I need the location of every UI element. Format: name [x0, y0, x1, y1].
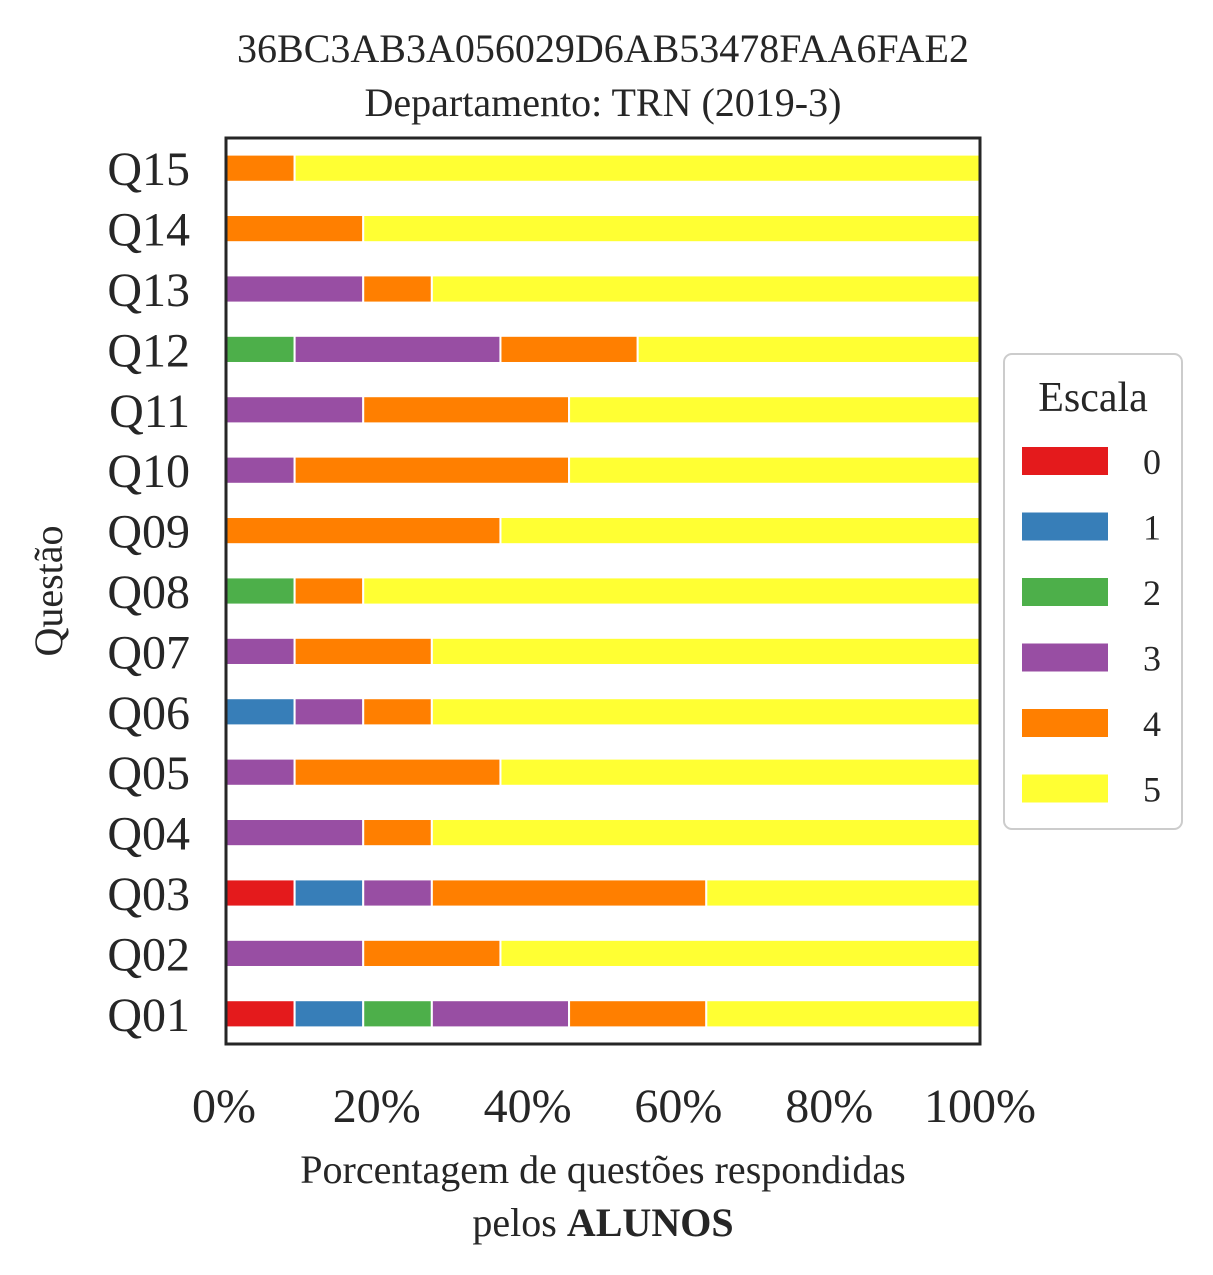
bar-segment-q06-scale-4 — [362, 697, 433, 727]
bar-segment-q12-scale-2 — [225, 334, 296, 364]
bar-segment-q01-scale-5 — [705, 999, 982, 1029]
bar-segment-q01-scale-1 — [293, 999, 365, 1029]
legend-label-3: 3 — [1143, 639, 1161, 679]
legend-label-2: 2 — [1143, 573, 1161, 613]
bar-segment-q02-scale-5 — [499, 938, 981, 968]
bar-segment-q11-scale-4 — [362, 395, 571, 425]
bar-segment-q15-scale-4 — [225, 153, 296, 183]
x-tick-label-0: 0% — [192, 1080, 256, 1133]
bar-segment-q15-scale-5 — [293, 153, 981, 183]
bar-segment-q05-scale-3 — [225, 757, 296, 787]
legend-label-0: 0 — [1143, 442, 1161, 482]
bar-segment-q12-scale-5 — [636, 334, 982, 364]
y-axis-label: Questão — [26, 525, 71, 656]
y-tick-label-q02: Q02 — [107, 928, 190, 981]
legend-items: 0 1 2 3 4 5 — [1022, 442, 1161, 810]
bar-segment-q13-scale-5 — [430, 274, 982, 304]
bar-segment-q06-scale-3 — [293, 697, 365, 727]
y-tick-label-q13: Q13 — [107, 264, 190, 317]
legend-label-5: 5 — [1143, 770, 1161, 810]
y-tick-label-q15: Q15 — [107, 143, 190, 196]
y-tick-label-q03: Q03 — [107, 868, 190, 921]
legend-swatch-0 — [1022, 447, 1108, 475]
plot-frame — [224, 136, 982, 1046]
bar-segment-q04-scale-4 — [362, 818, 433, 848]
bar-segment-q11-scale-5 — [568, 395, 981, 425]
x-axis-label-bold: ALUNOS — [567, 1200, 734, 1245]
y-tick-labels: Q01 Q02 Q03 Q04 Q05 Q06 Q07 Q08 Q09 Q10 Q11 Q12 Q13 Q… — [107, 143, 190, 1042]
x-tick-label-80: 80% — [785, 1080, 873, 1133]
bar-segment-q04-scale-5 — [430, 818, 982, 848]
legend-swatch-5 — [1022, 774, 1108, 803]
bar-segment-q08-scale-5 — [362, 576, 981, 606]
bar-segment-q03-scale-5 — [705, 878, 982, 908]
bar-segment-q01-scale-3 — [430, 999, 571, 1029]
bar-segment-q13-scale-4 — [362, 274, 433, 304]
y-tick-label-q14: Q14 — [107, 204, 190, 257]
bar-segment-q07-scale-3 — [225, 636, 296, 666]
bar-segment-q01-scale-4 — [568, 999, 708, 1029]
bar-segment-q08-scale-2 — [225, 576, 296, 606]
x-tick-label-60: 60% — [634, 1080, 722, 1133]
bar-segment-q14-scale-5 — [362, 214, 981, 244]
bar-segment-q01-scale-0 — [225, 999, 296, 1029]
bar-segment-q03-scale-1 — [293, 878, 365, 908]
legend-label-1: 1 — [1143, 508, 1161, 548]
legend-swatch-3 — [1022, 643, 1108, 672]
bar-segment-q11-scale-3 — [225, 395, 365, 425]
bar-segment-q07-scale-5 — [430, 636, 982, 666]
x-tick-label-40: 40% — [484, 1080, 572, 1133]
x-tick-label-20: 20% — [333, 1080, 421, 1133]
y-tick-label-q05: Q05 — [107, 747, 190, 800]
bar-segment-q12-scale-4 — [499, 334, 639, 364]
bar-segment-q06-scale-5 — [430, 697, 982, 727]
y-tick-label-q06: Q06 — [107, 687, 190, 740]
legend-swatch-1 — [1022, 512, 1108, 541]
bar-segment-q14-scale-4 — [225, 214, 365, 244]
y-tick-label-q08: Q08 — [107, 566, 190, 619]
chart-title: 36BC3AB3A056029D6AB53478FAA6FAE2 — [237, 26, 969, 71]
bar-segment-q02-scale-3 — [225, 938, 365, 968]
legend: Escala 0 1 2 3 4 5 — [1003, 353, 1183, 830]
y-tick-label-q01: Q01 — [107, 989, 190, 1042]
x-axis-label-line2: pelos ALUNOS — [472, 1200, 733, 1245]
bars-group — [225, 153, 982, 1029]
bar-segment-q01-scale-2 — [362, 999, 433, 1029]
x-axis-label-prefix: pelos — [472, 1200, 566, 1245]
x-tick-label-100: 100% — [924, 1080, 1036, 1133]
legend-swatch-4 — [1022, 709, 1108, 737]
bar-segment-q10-scale-5 — [568, 455, 981, 485]
x-axis-label-line1: Porcentagem de questões respondidas — [300, 1147, 905, 1192]
chart-subtitle: Departamento: TRN (2019-3) — [365, 80, 842, 125]
bar-segment-q03-scale-3 — [362, 878, 433, 908]
bar-segment-q10-scale-4 — [293, 455, 571, 485]
y-tick-label-q07: Q07 — [107, 626, 190, 679]
y-tick-label-q11: Q11 — [109, 385, 190, 438]
legend-swatch-2 — [1022, 578, 1108, 606]
y-tick-label-q10: Q10 — [107, 445, 190, 498]
bar-segment-q09-scale-4 — [225, 516, 502, 546]
bar-segment-q09-scale-5 — [499, 516, 981, 546]
bar-segment-q08-scale-4 — [293, 576, 365, 606]
legend-title: Escala — [1038, 375, 1148, 421]
y-tick-label-q04: Q04 — [107, 808, 190, 861]
x-tick-labels: 0% 20% 40% 60% 80% 100% — [192, 1080, 1036, 1133]
bar-segment-q04-scale-3 — [225, 818, 365, 848]
bar-segment-q06-scale-1 — [225, 697, 296, 727]
bar-segment-q03-scale-4 — [430, 878, 708, 908]
bar-segment-q10-scale-3 — [225, 455, 296, 485]
legend-label-4: 4 — [1143, 704, 1161, 744]
bar-segment-q12-scale-3 — [293, 334, 502, 364]
bar-segment-q05-scale-4 — [293, 757, 502, 787]
bar-segment-q07-scale-4 — [293, 636, 433, 666]
y-tick-label-q09: Q09 — [107, 506, 190, 559]
bar-segment-q13-scale-3 — [225, 274, 365, 304]
bar-segment-q02-scale-4 — [362, 938, 502, 968]
bar-segment-q05-scale-5 — [499, 757, 981, 787]
y-tick-label-q12: Q12 — [107, 324, 190, 377]
bar-segment-q03-scale-0 — [225, 878, 296, 908]
